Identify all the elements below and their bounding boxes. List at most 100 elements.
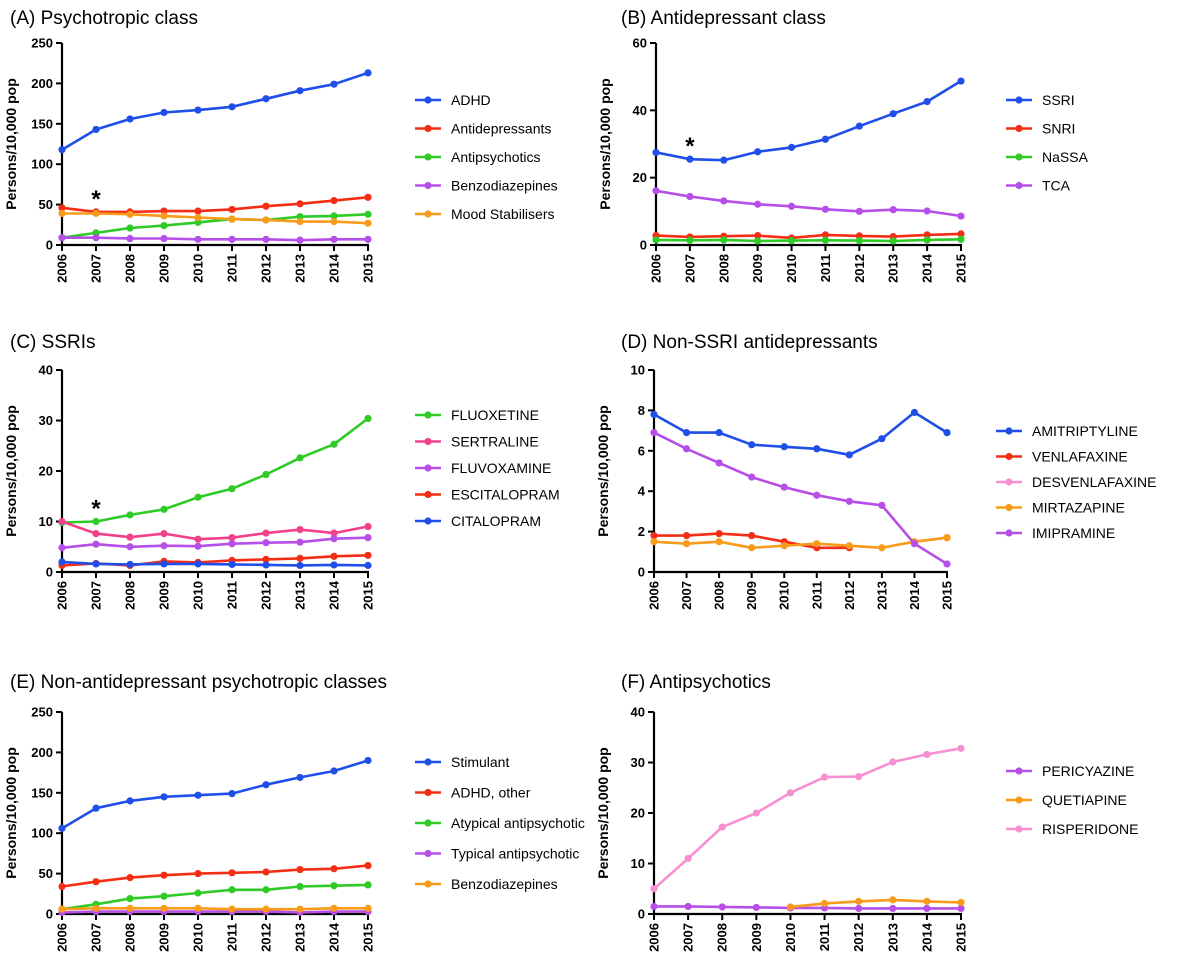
data-point — [889, 904, 897, 913]
data-point — [92, 560, 100, 568]
legend-label: CITALOPRAM — [451, 513, 541, 529]
data-point — [889, 758, 897, 766]
legend-swatch-marker — [1015, 124, 1023, 133]
data-point — [92, 517, 100, 526]
legend-item-typical-antipsychotic: Typical antipsychotic — [415, 846, 579, 862]
legend-item-fluoxetine: FLUOXETINE — [415, 407, 539, 423]
data-point — [296, 538, 304, 546]
chart-title: (A) Psychotropic class — [10, 8, 198, 29]
data-point — [262, 781, 270, 789]
legend-item-antidepressants: Antidepressants — [415, 121, 551, 137]
legend-swatch-marker — [1015, 825, 1023, 833]
series-line — [61, 864, 369, 888]
x-tick-label: 2011 — [225, 923, 240, 951]
data-point — [682, 540, 691, 548]
x-tick-label: 2014 — [327, 253, 342, 283]
data-point — [262, 539, 270, 547]
data-point — [194, 791, 202, 799]
data-point — [813, 540, 821, 548]
data-point — [682, 445, 691, 453]
data-point — [160, 222, 168, 230]
x-tick-label: 2015 — [954, 923, 969, 952]
legend-item-adhd-other: ADHD, other — [415, 785, 531, 801]
y-axis-label: Persons/10,000 pop — [595, 747, 611, 879]
y-tick-label: 150 — [31, 116, 53, 131]
x-tick-label: 2013 — [293, 254, 308, 283]
data-point — [228, 886, 236, 894]
series-line — [61, 560, 369, 567]
series-line — [61, 520, 369, 541]
data-point — [262, 561, 270, 569]
data-point — [889, 110, 897, 118]
y-tick-label: 200 — [31, 76, 53, 91]
legend-label: TCA — [1042, 178, 1071, 194]
data-point — [650, 429, 658, 437]
series-line — [61, 213, 369, 239]
data-point — [957, 77, 965, 85]
legend: SSRI SNRI NaSSA TCA — [1006, 92, 1089, 194]
data-point — [126, 543, 134, 551]
data-point — [228, 534, 236, 542]
data-point — [330, 196, 338, 205]
x-tick-label: 2008 — [715, 923, 730, 952]
data-point — [262, 95, 270, 103]
series-quetiapine — [786, 896, 965, 911]
data-point — [296, 454, 304, 462]
y-tick-label: 100 — [31, 157, 53, 172]
legend-label: FLUOXETINE — [451, 407, 539, 423]
data-point — [910, 408, 919, 417]
y-tick-label: 40 — [39, 363, 53, 378]
y-tick-label: 40 — [631, 705, 645, 720]
x-tick-label: 2010 — [191, 254, 206, 283]
x-tick-label: 2013 — [874, 581, 889, 610]
data-point — [262, 886, 270, 894]
data-point — [855, 897, 863, 905]
data-point — [262, 529, 270, 537]
y-tick-label: 150 — [31, 785, 53, 800]
x-tick-label: 2006 — [55, 923, 70, 952]
legend-label: ESCITALOPRAM — [451, 487, 560, 503]
y-tick-label: 50 — [39, 866, 53, 881]
data-point — [364, 861, 372, 870]
data-point — [943, 560, 951, 568]
legend-item-pericyazine: PERICYAZINE — [1006, 763, 1134, 779]
x-tick-label: 2012 — [852, 254, 867, 283]
x-tick-label: 2013 — [886, 254, 901, 283]
data-point — [330, 561, 338, 569]
legend-label: RISPERIDONE — [1042, 821, 1138, 837]
data-point — [296, 561, 304, 570]
data-point — [684, 902, 692, 911]
x-tick-label: 2010 — [783, 923, 798, 952]
data-point — [296, 554, 304, 562]
data-point — [364, 210, 372, 218]
data-point — [364, 561, 372, 570]
y-tick-label: 6 — [638, 443, 645, 458]
data-point — [194, 560, 202, 568]
data-point — [262, 202, 270, 210]
data-point — [194, 235, 202, 243]
data-point — [364, 69, 372, 77]
legend-item-fluvoxamine: FLUVOXAMINE — [415, 460, 551, 476]
legend-swatch-marker — [424, 181, 432, 190]
x-tick-label: 2011 — [225, 254, 240, 282]
data-point — [957, 212, 965, 220]
data-point — [228, 235, 236, 243]
chart-title: (F) Antipsychotics — [621, 672, 771, 693]
data-point — [262, 905, 270, 913]
legend-item-snri: SNRI — [1006, 121, 1075, 137]
legend-item-imipramine: IMIPRAMINE — [996, 525, 1115, 541]
series-mirtazapine — [650, 534, 951, 552]
data-point — [58, 234, 66, 242]
series-line — [62, 212, 369, 225]
series-line — [654, 905, 961, 910]
x-tick-label: 2007 — [679, 581, 694, 610]
data-point — [720, 197, 728, 205]
data-point — [780, 542, 788, 550]
annotation-marker: * — [91, 186, 101, 213]
data-point — [330, 80, 338, 88]
data-point — [748, 473, 756, 481]
x-tick-label: 2010 — [784, 254, 799, 283]
legend-label: DESVENLAFAXINE — [1032, 474, 1157, 490]
legend-item-citalopram: CITALOPRAM — [415, 513, 541, 529]
series-escitalopram — [58, 551, 372, 570]
